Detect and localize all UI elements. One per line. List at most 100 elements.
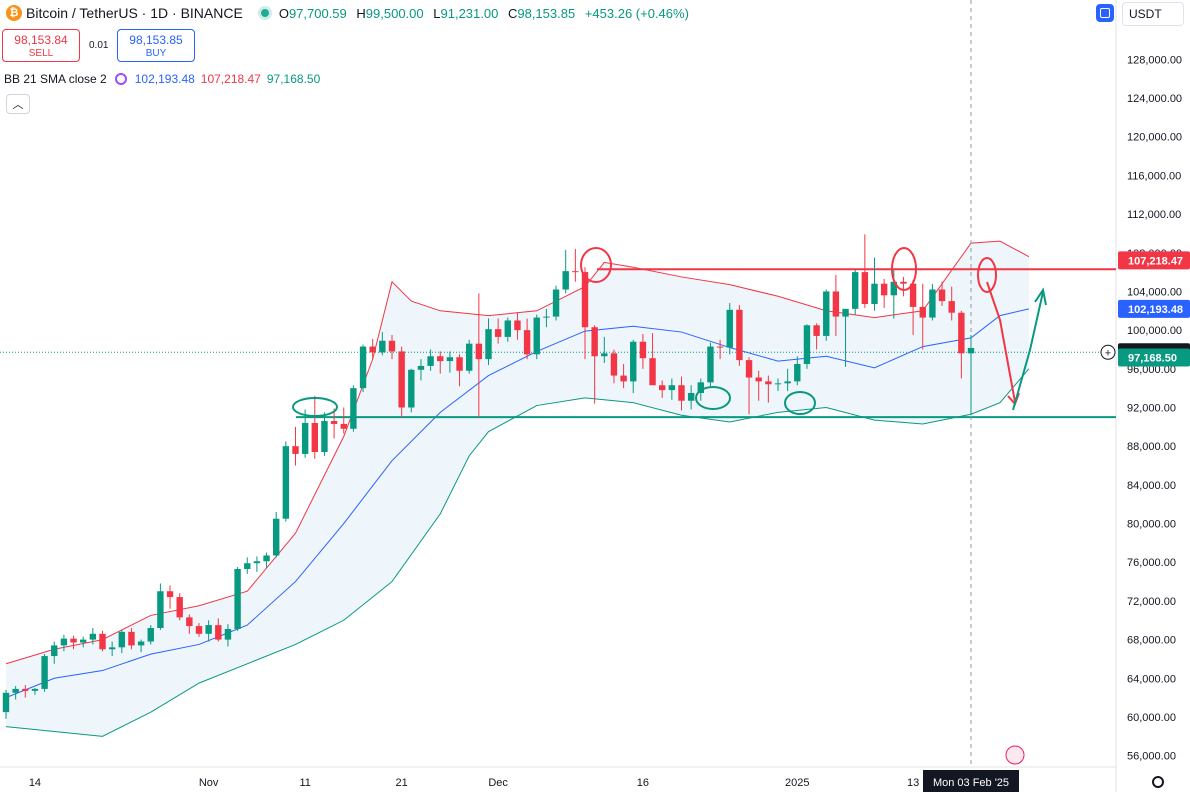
candle-body (466, 343, 473, 371)
y-tick-label: 56,000.00 (1127, 751, 1176, 763)
candle-body (938, 289, 946, 302)
candle-body (697, 382, 704, 393)
bitcoin-logo-icon: ₿ (6, 5, 22, 21)
candle-body (900, 281, 907, 284)
candle-body (12, 688, 19, 693)
candle-body (794, 363, 801, 382)
candle-body (745, 360, 753, 378)
crosshair-date-box (923, 770, 1019, 792)
candle-body (610, 353, 618, 376)
price-label-text: 102,193.48 (1128, 304, 1183, 316)
candle-body (601, 353, 608, 357)
sell-label: SELL (28, 48, 54, 59)
candle-body (678, 385, 685, 401)
candle-body (398, 351, 405, 408)
change-value: +453.26 (+0.46%) (584, 5, 689, 21)
candle-body (282, 446, 290, 519)
y-tick-label: 120,000.00 (1127, 132, 1182, 144)
y-tick-label: 92,000.00 (1127, 403, 1176, 415)
indicator-settings-icon[interactable] (114, 73, 127, 85)
candle-body (919, 306, 926, 318)
spread-value: 0.01 (89, 40, 109, 51)
x-tick-label: 13 (907, 777, 919, 789)
y-tick-label: 80,000.00 (1127, 519, 1176, 531)
high-value: 99,500.00 (365, 5, 424, 21)
candle-body (784, 381, 791, 384)
ohlc-values: O97,700.59 H99,500.00 L91,231.00 C98,153… (278, 5, 689, 21)
buy-button[interactable]: 98,153.85 BUY (117, 29, 195, 62)
candle-body (446, 357, 454, 362)
y-tick-label: 88,000.00 (1127, 441, 1176, 453)
candle-body (330, 421, 338, 424)
open-value: 97,700.59 (288, 5, 347, 21)
chart-header: ₿ Bitcoin / TetherUS · 1D · BINANCE O97,… (0, 0, 695, 26)
candle-body (514, 320, 521, 331)
low-value: 91,231.00 (440, 5, 499, 21)
y-tick-label: 72,000.00 (1127, 596, 1176, 608)
y-tick-label: 60,000.00 (1127, 712, 1176, 724)
candle-body (388, 340, 396, 352)
x-tick-label: 11 (299, 777, 310, 789)
candle-body (880, 283, 888, 296)
candle-body (707, 346, 714, 383)
symbol-title[interactable]: Bitcoin / TetherUS · 1D · BINANCE (26, 5, 243, 21)
price-label-text: 107,218.47 (1128, 255, 1183, 267)
candle-body (350, 388, 357, 429)
candle-body (369, 346, 376, 353)
candle-body (755, 377, 762, 382)
candle-body (948, 301, 955, 313)
fullscreen-icon[interactable] (1096, 4, 1114, 22)
candle-body (485, 329, 492, 360)
y-tick-label: 64,000.00 (1127, 673, 1176, 685)
y-tick-label: 124,000.00 (1127, 93, 1182, 105)
y-tick-label: 84,000.00 (1127, 480, 1176, 492)
annotation-ellipse (891, 247, 917, 291)
y-tick-label: 68,000.00 (1127, 635, 1176, 647)
up-arrow-head (1034, 287, 1047, 306)
y-tick-label: 96,000.00 (1127, 364, 1176, 376)
candle-body (215, 625, 222, 640)
candle-body (958, 312, 965, 354)
x-tick-label: 14 (29, 777, 41, 789)
candle-body (417, 365, 425, 370)
collapse-legend-button[interactable]: ︿ (6, 94, 30, 114)
candle-body (51, 645, 58, 657)
price-label-box (1118, 348, 1190, 367)
y-tick-label: 104,000.00 (1127, 286, 1182, 298)
indicator-legend[interactable]: BB 21 SMA close 2 102,193.48 107,218.47 … (4, 72, 320, 86)
candle-body (552, 289, 560, 317)
candle-body (591, 327, 598, 357)
bb-lower-line (5, 368, 1030, 737)
settings-gear-icon[interactable] (1152, 776, 1164, 788)
x-tick-label: 2025 (785, 777, 809, 789)
candle-body (543, 316, 550, 318)
price-label-text: 97,168.50 (1128, 353, 1177, 365)
candle-body (137, 641, 145, 646)
candle-body (861, 272, 869, 305)
candle-body (871, 283, 878, 305)
candle-body (890, 281, 897, 296)
candle-body (292, 446, 299, 454)
candle-body (128, 631, 135, 646)
buy-label: BUY (145, 48, 167, 59)
candle-body (736, 309, 743, 361)
indicator-name: BB 21 SMA close 2 (4, 72, 107, 86)
price-label-box (1118, 251, 1190, 270)
currency-select[interactable]: USDT (1122, 2, 1184, 26)
candle-body (244, 563, 251, 570)
candle-body (437, 356, 444, 362)
y-tick-label: 76,000.00 (1127, 557, 1176, 569)
sell-button[interactable]: 98,153.84 SELL (2, 29, 80, 62)
candle-body (70, 638, 77, 643)
candle-body (475, 343, 483, 360)
candle-body (494, 329, 502, 337)
candle-body (765, 381, 772, 385)
candle-body (80, 639, 87, 643)
candle-body (774, 383, 782, 385)
bb-upper-line (5, 240, 1030, 665)
candle-body (649, 358, 656, 386)
candle-body (340, 423, 347, 429)
candle-body (533, 317, 540, 355)
add-alert-icon (1100, 344, 1116, 360)
